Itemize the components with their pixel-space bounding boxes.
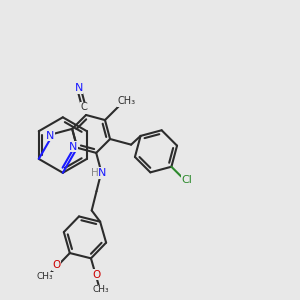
Text: H: H bbox=[92, 168, 99, 178]
Text: N: N bbox=[69, 142, 77, 152]
Text: N: N bbox=[46, 131, 54, 141]
Text: Cl: Cl bbox=[182, 175, 192, 185]
Text: CH₃: CH₃ bbox=[93, 285, 110, 294]
Text: CH₃: CH₃ bbox=[118, 96, 136, 106]
Text: CH₃: CH₃ bbox=[36, 272, 53, 281]
Text: C: C bbox=[80, 102, 87, 112]
Text: N: N bbox=[98, 168, 106, 178]
Text: O: O bbox=[92, 269, 100, 280]
Text: N: N bbox=[74, 83, 83, 93]
Text: O: O bbox=[52, 260, 61, 270]
